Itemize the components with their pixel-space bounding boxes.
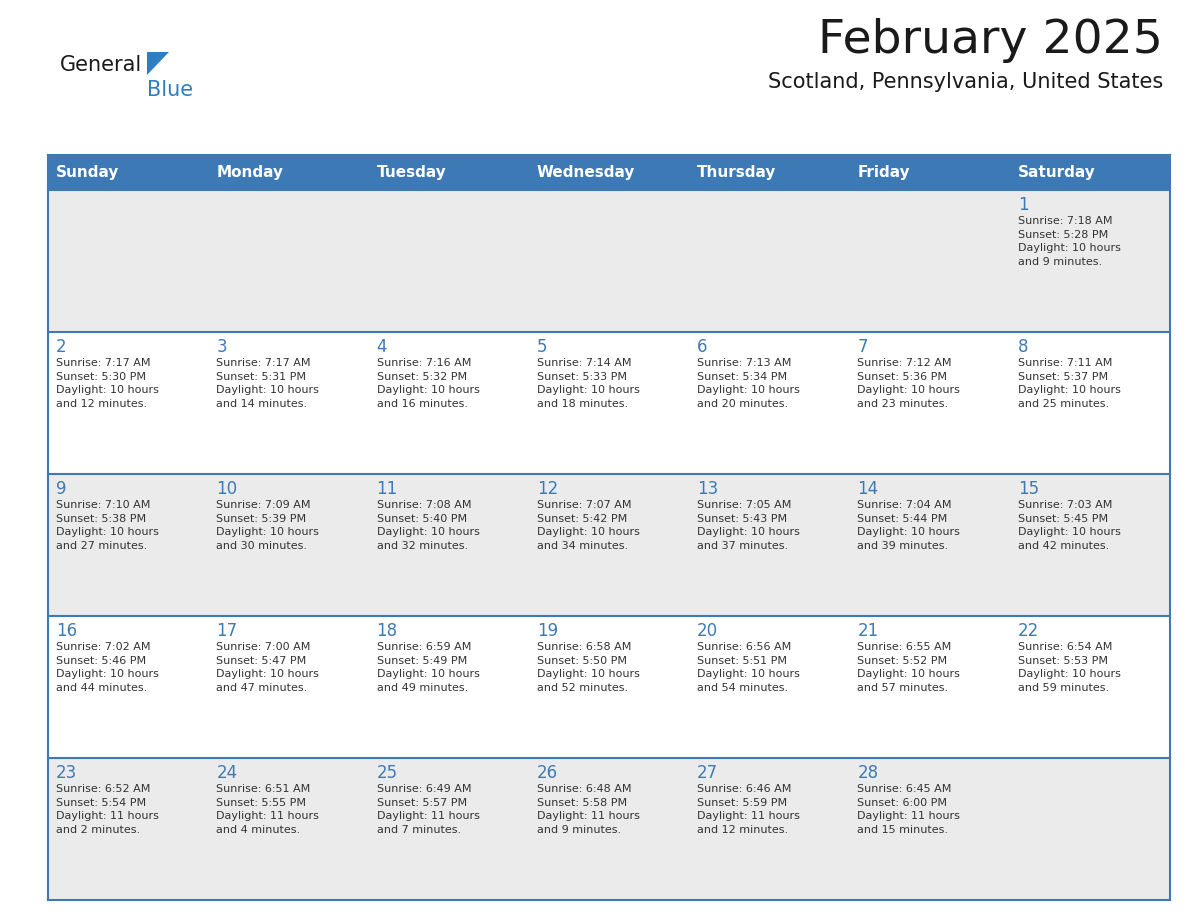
Text: February 2025: February 2025 — [819, 18, 1163, 63]
Bar — [48, 155, 1170, 190]
Text: Thursday: Thursday — [697, 165, 777, 180]
Text: 14: 14 — [858, 480, 879, 498]
Text: Friday: Friday — [858, 165, 910, 180]
Text: Sunrise: 7:02 AM
Sunset: 5:46 PM
Daylight: 10 hours
and 44 minutes.: Sunrise: 7:02 AM Sunset: 5:46 PM Dayligh… — [56, 642, 159, 693]
Text: Tuesday: Tuesday — [377, 165, 447, 180]
Text: 10: 10 — [216, 480, 238, 498]
Text: 3: 3 — [216, 338, 227, 356]
Text: Sunrise: 6:52 AM
Sunset: 5:54 PM
Daylight: 11 hours
and 2 minutes.: Sunrise: 6:52 AM Sunset: 5:54 PM Dayligh… — [56, 784, 159, 834]
Text: 23: 23 — [56, 764, 77, 782]
Text: 16: 16 — [56, 622, 77, 640]
Text: Sunrise: 6:58 AM
Sunset: 5:50 PM
Daylight: 10 hours
and 52 minutes.: Sunrise: 6:58 AM Sunset: 5:50 PM Dayligh… — [537, 642, 639, 693]
Text: 15: 15 — [1018, 480, 1038, 498]
Text: 5: 5 — [537, 338, 548, 356]
Text: Sunrise: 7:09 AM
Sunset: 5:39 PM
Daylight: 10 hours
and 30 minutes.: Sunrise: 7:09 AM Sunset: 5:39 PM Dayligh… — [216, 500, 320, 551]
Text: Sunrise: 7:04 AM
Sunset: 5:44 PM
Daylight: 10 hours
and 39 minutes.: Sunrise: 7:04 AM Sunset: 5:44 PM Dayligh… — [858, 500, 960, 551]
Text: Sunrise: 7:05 AM
Sunset: 5:43 PM
Daylight: 10 hours
and 37 minutes.: Sunrise: 7:05 AM Sunset: 5:43 PM Dayligh… — [697, 500, 800, 551]
Text: Sunrise: 7:14 AM
Sunset: 5:33 PM
Daylight: 10 hours
and 18 minutes.: Sunrise: 7:14 AM Sunset: 5:33 PM Dayligh… — [537, 358, 639, 409]
Text: 19: 19 — [537, 622, 558, 640]
Text: 18: 18 — [377, 622, 398, 640]
Text: Sunrise: 7:12 AM
Sunset: 5:36 PM
Daylight: 10 hours
and 23 minutes.: Sunrise: 7:12 AM Sunset: 5:36 PM Dayligh… — [858, 358, 960, 409]
Text: 8: 8 — [1018, 338, 1029, 356]
Text: Sunrise: 6:56 AM
Sunset: 5:51 PM
Daylight: 10 hours
and 54 minutes.: Sunrise: 6:56 AM Sunset: 5:51 PM Dayligh… — [697, 642, 800, 693]
Text: General: General — [61, 55, 143, 75]
Text: 12: 12 — [537, 480, 558, 498]
Text: 4: 4 — [377, 338, 387, 356]
Text: 7: 7 — [858, 338, 868, 356]
Text: Saturday: Saturday — [1018, 165, 1095, 180]
Text: Sunrise: 6:49 AM
Sunset: 5:57 PM
Daylight: 11 hours
and 7 minutes.: Sunrise: 6:49 AM Sunset: 5:57 PM Dayligh… — [377, 784, 480, 834]
Bar — [48, 474, 1170, 616]
Text: Scotland, Pennsylvania, United States: Scotland, Pennsylvania, United States — [767, 72, 1163, 92]
Text: Sunrise: 7:00 AM
Sunset: 5:47 PM
Daylight: 10 hours
and 47 minutes.: Sunrise: 7:00 AM Sunset: 5:47 PM Dayligh… — [216, 642, 320, 693]
Text: 25: 25 — [377, 764, 398, 782]
Text: Sunrise: 7:03 AM
Sunset: 5:45 PM
Daylight: 10 hours
and 42 minutes.: Sunrise: 7:03 AM Sunset: 5:45 PM Dayligh… — [1018, 500, 1120, 551]
Bar — [48, 190, 1170, 332]
Text: Sunrise: 6:55 AM
Sunset: 5:52 PM
Daylight: 10 hours
and 57 minutes.: Sunrise: 6:55 AM Sunset: 5:52 PM Dayligh… — [858, 642, 960, 693]
Text: 22: 22 — [1018, 622, 1040, 640]
Text: Sunrise: 7:17 AM
Sunset: 5:31 PM
Daylight: 10 hours
and 14 minutes.: Sunrise: 7:17 AM Sunset: 5:31 PM Dayligh… — [216, 358, 320, 409]
Text: 21: 21 — [858, 622, 879, 640]
Text: Sunrise: 6:51 AM
Sunset: 5:55 PM
Daylight: 11 hours
and 4 minutes.: Sunrise: 6:51 AM Sunset: 5:55 PM Dayligh… — [216, 784, 320, 834]
Text: Sunrise: 7:08 AM
Sunset: 5:40 PM
Daylight: 10 hours
and 32 minutes.: Sunrise: 7:08 AM Sunset: 5:40 PM Dayligh… — [377, 500, 480, 551]
Text: Sunrise: 6:46 AM
Sunset: 5:59 PM
Daylight: 11 hours
and 12 minutes.: Sunrise: 6:46 AM Sunset: 5:59 PM Dayligh… — [697, 784, 800, 834]
Text: 2: 2 — [56, 338, 67, 356]
Text: 17: 17 — [216, 622, 238, 640]
Bar — [48, 616, 1170, 758]
Text: 6: 6 — [697, 338, 708, 356]
Text: Sunrise: 7:11 AM
Sunset: 5:37 PM
Daylight: 10 hours
and 25 minutes.: Sunrise: 7:11 AM Sunset: 5:37 PM Dayligh… — [1018, 358, 1120, 409]
Text: Sunrise: 6:45 AM
Sunset: 6:00 PM
Daylight: 11 hours
and 15 minutes.: Sunrise: 6:45 AM Sunset: 6:00 PM Dayligh… — [858, 784, 960, 834]
Text: Sunrise: 6:59 AM
Sunset: 5:49 PM
Daylight: 10 hours
and 49 minutes.: Sunrise: 6:59 AM Sunset: 5:49 PM Dayligh… — [377, 642, 480, 693]
Text: 26: 26 — [537, 764, 558, 782]
Text: Sunrise: 6:54 AM
Sunset: 5:53 PM
Daylight: 10 hours
and 59 minutes.: Sunrise: 6:54 AM Sunset: 5:53 PM Dayligh… — [1018, 642, 1120, 693]
Text: 1: 1 — [1018, 196, 1029, 214]
Text: Wednesday: Wednesday — [537, 165, 636, 180]
Text: Monday: Monday — [216, 165, 283, 180]
Text: Blue: Blue — [147, 80, 194, 100]
Text: 9: 9 — [56, 480, 67, 498]
Text: 13: 13 — [697, 480, 719, 498]
Text: 28: 28 — [858, 764, 879, 782]
Text: Sunrise: 7:07 AM
Sunset: 5:42 PM
Daylight: 10 hours
and 34 minutes.: Sunrise: 7:07 AM Sunset: 5:42 PM Dayligh… — [537, 500, 639, 551]
Polygon shape — [147, 52, 169, 75]
Text: Sunrise: 6:48 AM
Sunset: 5:58 PM
Daylight: 11 hours
and 9 minutes.: Sunrise: 6:48 AM Sunset: 5:58 PM Dayligh… — [537, 784, 639, 834]
Text: 20: 20 — [697, 622, 719, 640]
Text: Sunrise: 7:18 AM
Sunset: 5:28 PM
Daylight: 10 hours
and 9 minutes.: Sunrise: 7:18 AM Sunset: 5:28 PM Dayligh… — [1018, 216, 1120, 267]
Text: Sunday: Sunday — [56, 165, 119, 180]
Text: Sunrise: 7:17 AM
Sunset: 5:30 PM
Daylight: 10 hours
and 12 minutes.: Sunrise: 7:17 AM Sunset: 5:30 PM Dayligh… — [56, 358, 159, 409]
Bar — [48, 332, 1170, 474]
Text: Sunrise: 7:16 AM
Sunset: 5:32 PM
Daylight: 10 hours
and 16 minutes.: Sunrise: 7:16 AM Sunset: 5:32 PM Dayligh… — [377, 358, 480, 409]
Text: Sunrise: 7:10 AM
Sunset: 5:38 PM
Daylight: 10 hours
and 27 minutes.: Sunrise: 7:10 AM Sunset: 5:38 PM Dayligh… — [56, 500, 159, 551]
Text: 24: 24 — [216, 764, 238, 782]
Text: Sunrise: 7:13 AM
Sunset: 5:34 PM
Daylight: 10 hours
and 20 minutes.: Sunrise: 7:13 AM Sunset: 5:34 PM Dayligh… — [697, 358, 800, 409]
Bar — [48, 758, 1170, 900]
Text: 27: 27 — [697, 764, 719, 782]
Text: 11: 11 — [377, 480, 398, 498]
